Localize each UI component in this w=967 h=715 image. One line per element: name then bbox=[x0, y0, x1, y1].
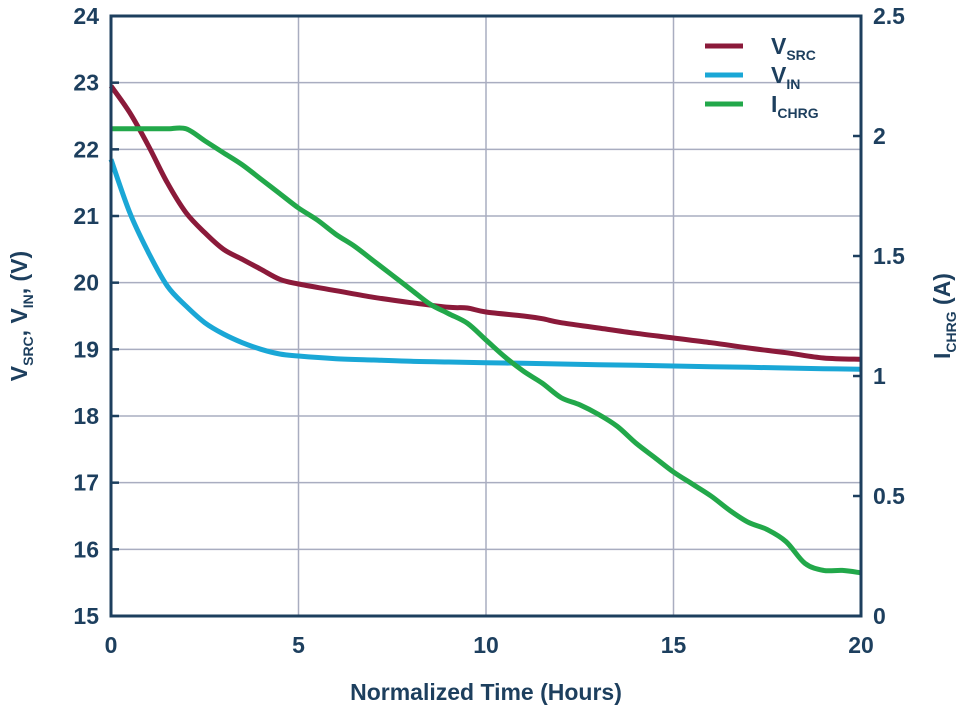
x-tick-label: 5 bbox=[292, 632, 305, 658]
series-line-ichrg bbox=[111, 125, 862, 576]
legend-label-ichrg: ICHRG bbox=[771, 91, 819, 121]
y-right-tick-label: 1.5 bbox=[873, 243, 905, 269]
x-tick-label: 0 bbox=[105, 632, 118, 658]
y-axis-left-title: VSRC, VIN, (V) bbox=[6, 251, 36, 381]
legend-label-vin: VIN bbox=[771, 62, 800, 92]
plot-frame bbox=[109, 14, 863, 618]
y-right-tick-label: 2.5 bbox=[873, 3, 905, 29]
y-right-tick-label: 2 bbox=[873, 123, 886, 149]
y-left-tick-label: 15 bbox=[73, 603, 99, 629]
x-tick-label: 15 bbox=[661, 632, 687, 658]
y-left-tick-label: 17 bbox=[73, 470, 99, 496]
series-lines bbox=[108, 84, 862, 576]
x-tick-label: 20 bbox=[848, 632, 874, 658]
y-right-tick-label: 0 bbox=[873, 603, 886, 629]
series-line-vin bbox=[108, 158, 862, 372]
y-left-tick-label: 16 bbox=[73, 536, 99, 562]
y-left-tick-label: 22 bbox=[73, 136, 99, 162]
y-axis-right-title: ICHRG (A) bbox=[929, 273, 959, 359]
y-left-tick-label: 23 bbox=[73, 70, 99, 96]
grid bbox=[111, 16, 861, 616]
y-right-tick-label: 1 bbox=[873, 363, 886, 389]
y-left-tick-label: 18 bbox=[73, 403, 99, 429]
y-left-tick-label: 21 bbox=[73, 203, 99, 229]
tick-labels: 0 5 10 15 20 15 16 17 18 19 20 21 22 23 24 0 0.5 1 1.5 2 2.5 bbox=[73, 3, 905, 658]
y-left-tick-label: 20 bbox=[73, 270, 99, 296]
y-left-tick-label: 19 bbox=[73, 336, 99, 362]
y-left-tick-label: 24 bbox=[73, 3, 99, 29]
x-tick-label: 10 bbox=[473, 632, 499, 658]
x-axis-title: Normalized Time (Hours) bbox=[350, 679, 622, 705]
legend-label-vsrc: VSRC bbox=[771, 33, 816, 63]
y-right-tick-label: 0.5 bbox=[873, 483, 905, 509]
